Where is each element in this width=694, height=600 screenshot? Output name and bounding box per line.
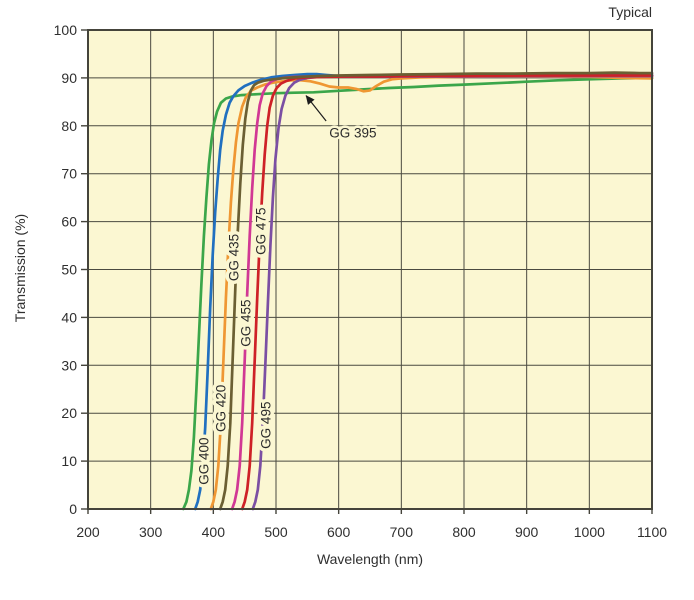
curve-label-gg-475: GG 475 (253, 208, 268, 255)
x-tick-label: 1000 (574, 524, 605, 540)
y-tick-label: 50 (61, 262, 77, 278)
y-tick-label: 90 (61, 70, 77, 86)
annotation-label-gg-395: GG 395 (329, 125, 376, 140)
grid-lines (88, 30, 652, 509)
curve-label-gg-400: GG 400 (196, 437, 211, 484)
curve-gg-395 (181, 76, 654, 511)
y-tick-label: 0 (69, 501, 77, 517)
y-tick-label: 100 (54, 22, 78, 38)
y-tick-label: 30 (61, 357, 77, 373)
gg395-annotation: GG 395 (305, 95, 379, 143)
x-tick-label: 500 (264, 524, 288, 540)
chart-type-label: Typical (608, 4, 652, 20)
x-tick-label: 1100 (637, 524, 667, 540)
curve-label-gg-435: GG 435 (227, 234, 242, 281)
y-tick-label: 60 (61, 214, 77, 230)
tick-labels: 200 300 400 500 600 700 800 900 1000 1100 0 10 20 30 4… (54, 22, 668, 540)
x-tick-label: 200 (76, 524, 100, 540)
curve-gg-435 (218, 71, 654, 511)
y-tick-label: 10 (61, 453, 77, 469)
curve-label-gg-455: GG 455 (238, 300, 253, 347)
y-tick-label: 20 (61, 405, 77, 421)
x-tick-label: 600 (327, 524, 351, 540)
y-tick-label: 70 (61, 166, 77, 182)
y-tick-label: 40 (61, 309, 77, 325)
plot-border-and-ticks (81, 29, 653, 514)
annotation-arrow (305, 95, 327, 122)
x-tick-label: 300 (139, 524, 163, 540)
y-tick-label: 80 (61, 118, 77, 134)
filter-curves (181, 71, 654, 511)
curve-label-gg-495: GG 495 (258, 402, 273, 449)
curve-gg-475 (240, 74, 654, 511)
x-tick-label: 700 (390, 524, 414, 540)
y-axis-title: Transmission (%) (12, 213, 28, 323)
x-tick-label: 800 (452, 524, 476, 540)
x-tick-label: 900 (515, 524, 539, 540)
x-tick-label: 400 (202, 524, 226, 540)
curve-label-gg-420: GG 420 (213, 385, 228, 432)
x-axis-title: Wavelength (nm) (316, 551, 424, 567)
